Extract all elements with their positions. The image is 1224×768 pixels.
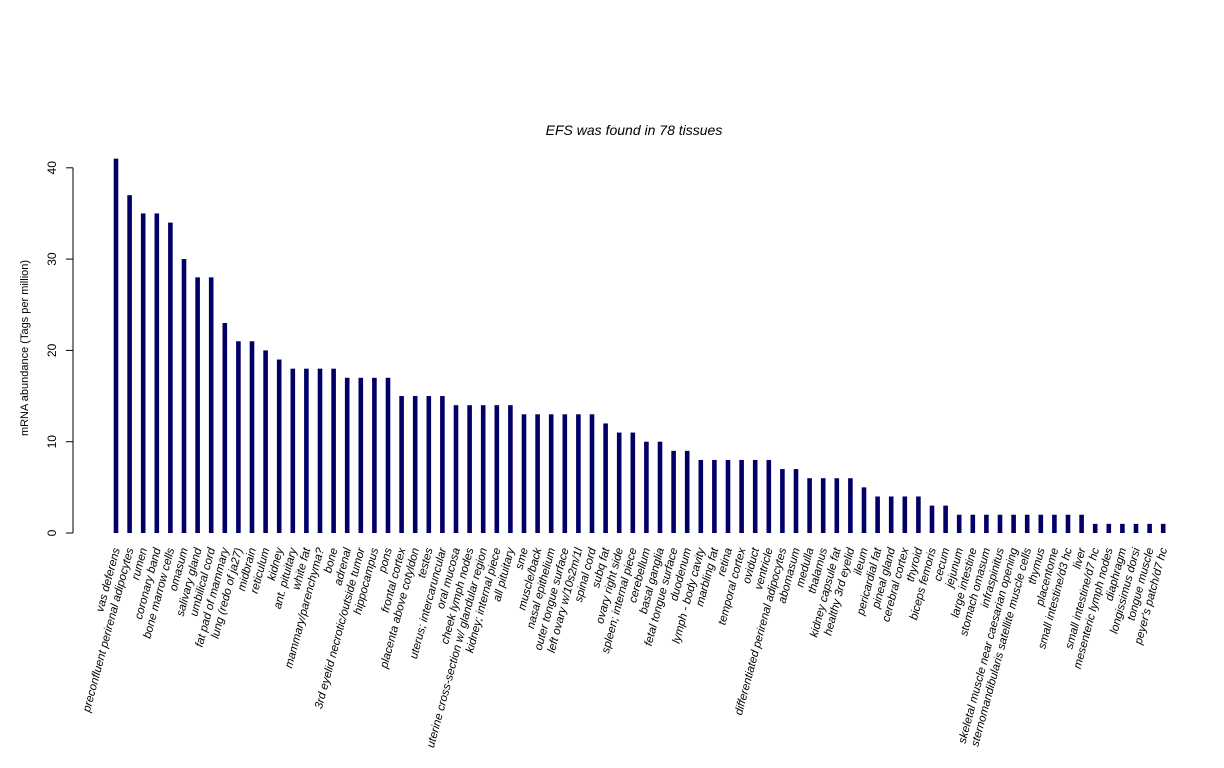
bar [548, 414, 554, 533]
bar [1160, 523, 1166, 533]
bar [1024, 514, 1030, 533]
bar [236, 341, 241, 533]
bar [508, 405, 513, 533]
bar [1133, 523, 1139, 533]
category-label: liver [1071, 546, 1088, 571]
bar [494, 405, 500, 533]
bar [140, 213, 146, 533]
bar [848, 478, 853, 533]
bar [698, 459, 704, 533]
bar [1011, 514, 1016, 533]
bar [820, 478, 826, 533]
bar [630, 432, 636, 533]
bar [426, 396, 432, 533]
y-axis: 0 10 20 30 40 [45, 161, 74, 536]
bar [1106, 523, 1112, 533]
y-tick-label: 0 [45, 529, 59, 536]
bar [290, 368, 296, 533]
bar [834, 478, 840, 533]
bar [875, 496, 880, 533]
bar [916, 496, 921, 533]
y-axis-label: mRNA abundance (Tags per million) [19, 260, 31, 436]
bar [1065, 514, 1071, 533]
bar [263, 350, 268, 533]
bar [222, 323, 228, 533]
bar [725, 459, 731, 533]
bar [984, 514, 989, 533]
category-label: sme [514, 547, 531, 571]
bar [793, 469, 799, 533]
bar [467, 405, 472, 533]
bar [412, 396, 418, 533]
bar [480, 405, 486, 533]
bar [589, 414, 595, 533]
bar [1079, 514, 1084, 533]
bar [208, 277, 214, 533]
bar [644, 441, 649, 533]
bar [684, 450, 690, 533]
bar [344, 377, 350, 533]
y-tick-label: 30 [45, 252, 59, 266]
bar [535, 414, 540, 533]
bar [671, 450, 676, 533]
bar [1120, 523, 1125, 533]
bar [385, 377, 391, 533]
bar [956, 514, 962, 533]
bar [970, 514, 976, 533]
bar [521, 414, 527, 533]
bar [766, 459, 772, 533]
bar [154, 213, 160, 533]
bar [929, 505, 935, 533]
bar [888, 496, 894, 533]
bar [113, 158, 119, 534]
y-tick-label: 10 [45, 435, 59, 449]
bar [304, 368, 309, 533]
bar [317, 368, 323, 533]
bars [113, 158, 1166, 534]
chart-title: EFS was found in 78 tissues [546, 122, 723, 138]
bar [752, 459, 758, 533]
bar [181, 259, 187, 533]
bar [399, 396, 404, 533]
bar [331, 368, 336, 533]
bar [453, 405, 459, 533]
bar [1052, 514, 1057, 533]
bar [276, 359, 282, 533]
bar [576, 414, 581, 533]
bar [861, 487, 867, 533]
bar [1092, 523, 1098, 533]
bar [249, 341, 255, 533]
bar [807, 478, 812, 533]
bar [372, 377, 377, 533]
y-tick-label: 40 [45, 161, 59, 175]
y-tick-label: 20 [45, 343, 59, 357]
bar [1038, 514, 1044, 533]
bar [943, 505, 948, 533]
bar [1147, 523, 1152, 533]
bar [127, 195, 132, 533]
bar [440, 396, 445, 533]
bar [902, 496, 908, 533]
bar [657, 441, 663, 533]
bar [358, 377, 364, 533]
bar [616, 432, 622, 533]
bar [195, 277, 200, 533]
bar [168, 222, 173, 533]
bar [712, 459, 717, 533]
bar [739, 459, 744, 533]
bar [997, 514, 1003, 533]
bar [562, 414, 568, 533]
bar [603, 423, 608, 533]
bar [780, 469, 785, 533]
